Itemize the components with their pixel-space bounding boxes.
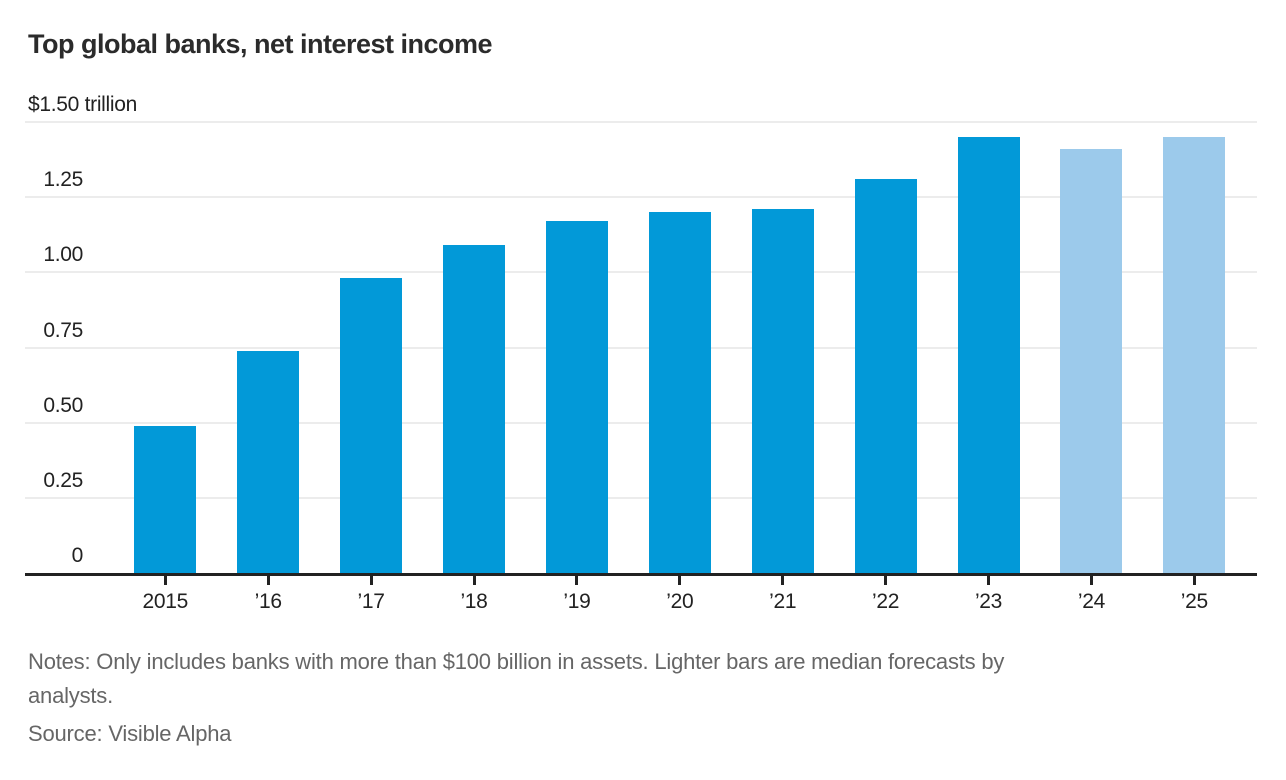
x-axis-baseline: [25, 573, 1257, 576]
gridline: [25, 496, 1257, 499]
bar-actual: [751, 209, 814, 573]
bar-actual: [237, 350, 300, 573]
x-tick-label: ’17: [357, 590, 385, 613]
notes-line-2: analysts.: [28, 683, 114, 708]
x-tick-mark: [781, 576, 785, 585]
x-tick-label: ’20: [666, 590, 694, 613]
x-tick-label: 2015: [142, 590, 189, 613]
gridline: [25, 121, 1257, 123]
y-tick-label: 1.25: [43, 168, 83, 192]
bar-forecast: [1060, 149, 1123, 573]
x-tick-mark: [163, 576, 167, 585]
notes-line-1: Notes: Only includes banks with more tha…: [28, 649, 1005, 674]
y-axis-unit-label: $1.50 trillion: [28, 93, 138, 116]
y-tick-label: 0: [71, 544, 84, 567]
y-tick-label: 1.00: [43, 243, 83, 267]
chart-title: Top global banks, net interest income: [28, 29, 493, 59]
x-tick-label: ’24: [1077, 590, 1105, 613]
chart-footer: Notes: Only includes banks with more tha…: [28, 645, 1004, 751]
chart-source: Source: Visible Alpha: [28, 721, 232, 746]
x-tick-mark: [1089, 576, 1093, 585]
y-tick-label: 0.75: [43, 318, 83, 342]
x-tick-mark: [1192, 576, 1196, 585]
y-tick-label: 0.25: [43, 468, 83, 492]
gridline: [25, 271, 1257, 274]
x-tick-label: ’18: [460, 590, 488, 613]
bar-forecast: [1163, 137, 1226, 573]
gridline: [25, 196, 1257, 199]
bar-actual: [134, 425, 197, 573]
gridline: [25, 421, 1257, 424]
x-tick-mark: [987, 576, 990, 585]
bar-actual: [957, 137, 1020, 573]
x-tick-label: ’21: [769, 590, 797, 613]
x-tick-mark: [369, 576, 373, 585]
x-tick-label: ’25: [1180, 590, 1208, 613]
bar-actual: [340, 278, 403, 573]
x-tick-label: ’22: [872, 590, 900, 613]
gridline: [25, 346, 1257, 349]
x-tick-label: ’23: [974, 590, 1003, 613]
x-tick-mark: [884, 576, 888, 585]
x-tick-mark: [266, 576, 270, 585]
x-tick-mark: [472, 576, 476, 585]
bar-actual: [854, 179, 917, 573]
x-tick-mark: [678, 576, 682, 585]
x-tick-mark: [575, 576, 579, 585]
bar-actual: [648, 212, 711, 573]
y-tick-label: 0.50: [43, 393, 83, 417]
x-tick-label: ’19: [563, 590, 591, 613]
x-tick-label: ’16: [254, 590, 282, 613]
bar-actual: [443, 245, 505, 573]
bar-actual: [545, 221, 608, 573]
